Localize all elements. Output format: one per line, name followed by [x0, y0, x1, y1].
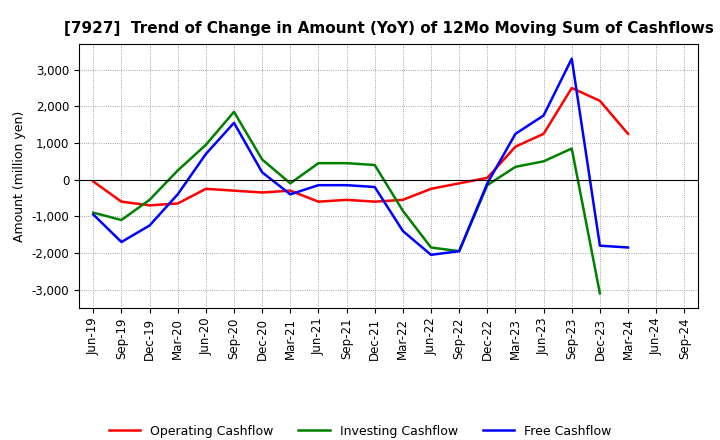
Investing Cashflow [399, 208, 408, 213]
Investing Cashflow [202, 142, 210, 147]
Investing Cashflow [595, 291, 604, 296]
Operating Cashflow [399, 197, 408, 202]
Operating Cashflow [117, 199, 126, 204]
Free Cashflow [399, 228, 408, 234]
Title: [7927]  Trend of Change in Amount (YoY) of 12Mo Moving Sum of Cashflows: [7927] Trend of Change in Amount (YoY) o… [64, 21, 714, 36]
Operating Cashflow [539, 131, 548, 136]
Investing Cashflow [117, 217, 126, 223]
Investing Cashflow [483, 183, 492, 188]
Operating Cashflow [483, 175, 492, 180]
Free Cashflow [567, 56, 576, 61]
Free Cashflow [117, 239, 126, 245]
Investing Cashflow [511, 164, 520, 169]
Operating Cashflow [202, 186, 210, 191]
Operating Cashflow [174, 201, 182, 206]
Free Cashflow [595, 243, 604, 248]
Investing Cashflow [342, 161, 351, 166]
Investing Cashflow [539, 159, 548, 164]
Free Cashflow [511, 131, 520, 136]
Operating Cashflow [145, 203, 154, 208]
Free Cashflow [370, 184, 379, 190]
Operating Cashflow [370, 199, 379, 204]
Investing Cashflow [258, 157, 266, 162]
Free Cashflow [286, 192, 294, 197]
Operating Cashflow [567, 85, 576, 91]
Operating Cashflow [511, 144, 520, 149]
Free Cashflow [230, 120, 238, 125]
Operating Cashflow [286, 188, 294, 193]
Free Cashflow [174, 192, 182, 197]
Investing Cashflow [567, 146, 576, 151]
Operating Cashflow [258, 190, 266, 195]
Legend: Operating Cashflow, Investing Cashflow, Free Cashflow: Operating Cashflow, Investing Cashflow, … [104, 420, 616, 440]
Operating Cashflow [342, 197, 351, 202]
Free Cashflow [342, 183, 351, 188]
Line: Investing Cashflow: Investing Cashflow [94, 112, 600, 293]
Investing Cashflow [89, 210, 98, 215]
Investing Cashflow [427, 245, 436, 250]
Operating Cashflow [230, 188, 238, 193]
Free Cashflow [539, 113, 548, 118]
Investing Cashflow [455, 249, 464, 254]
Line: Free Cashflow: Free Cashflow [94, 59, 628, 255]
Free Cashflow [145, 223, 154, 228]
Free Cashflow [427, 252, 436, 257]
Free Cashflow [483, 181, 492, 186]
Investing Cashflow [230, 109, 238, 114]
Operating Cashflow [455, 181, 464, 186]
Operating Cashflow [89, 179, 98, 184]
Investing Cashflow [145, 197, 154, 202]
Investing Cashflow [286, 181, 294, 186]
Investing Cashflow [174, 168, 182, 173]
Operating Cashflow [314, 199, 323, 204]
Free Cashflow [89, 212, 98, 217]
Line: Operating Cashflow: Operating Cashflow [94, 88, 628, 205]
Y-axis label: Amount (million yen): Amount (million yen) [13, 110, 26, 242]
Free Cashflow [455, 249, 464, 254]
Free Cashflow [258, 170, 266, 175]
Free Cashflow [314, 183, 323, 188]
Operating Cashflow [595, 98, 604, 103]
Free Cashflow [202, 151, 210, 157]
Free Cashflow [624, 245, 632, 250]
Investing Cashflow [314, 161, 323, 166]
Investing Cashflow [370, 162, 379, 168]
Operating Cashflow [624, 131, 632, 136]
Operating Cashflow [427, 186, 436, 191]
